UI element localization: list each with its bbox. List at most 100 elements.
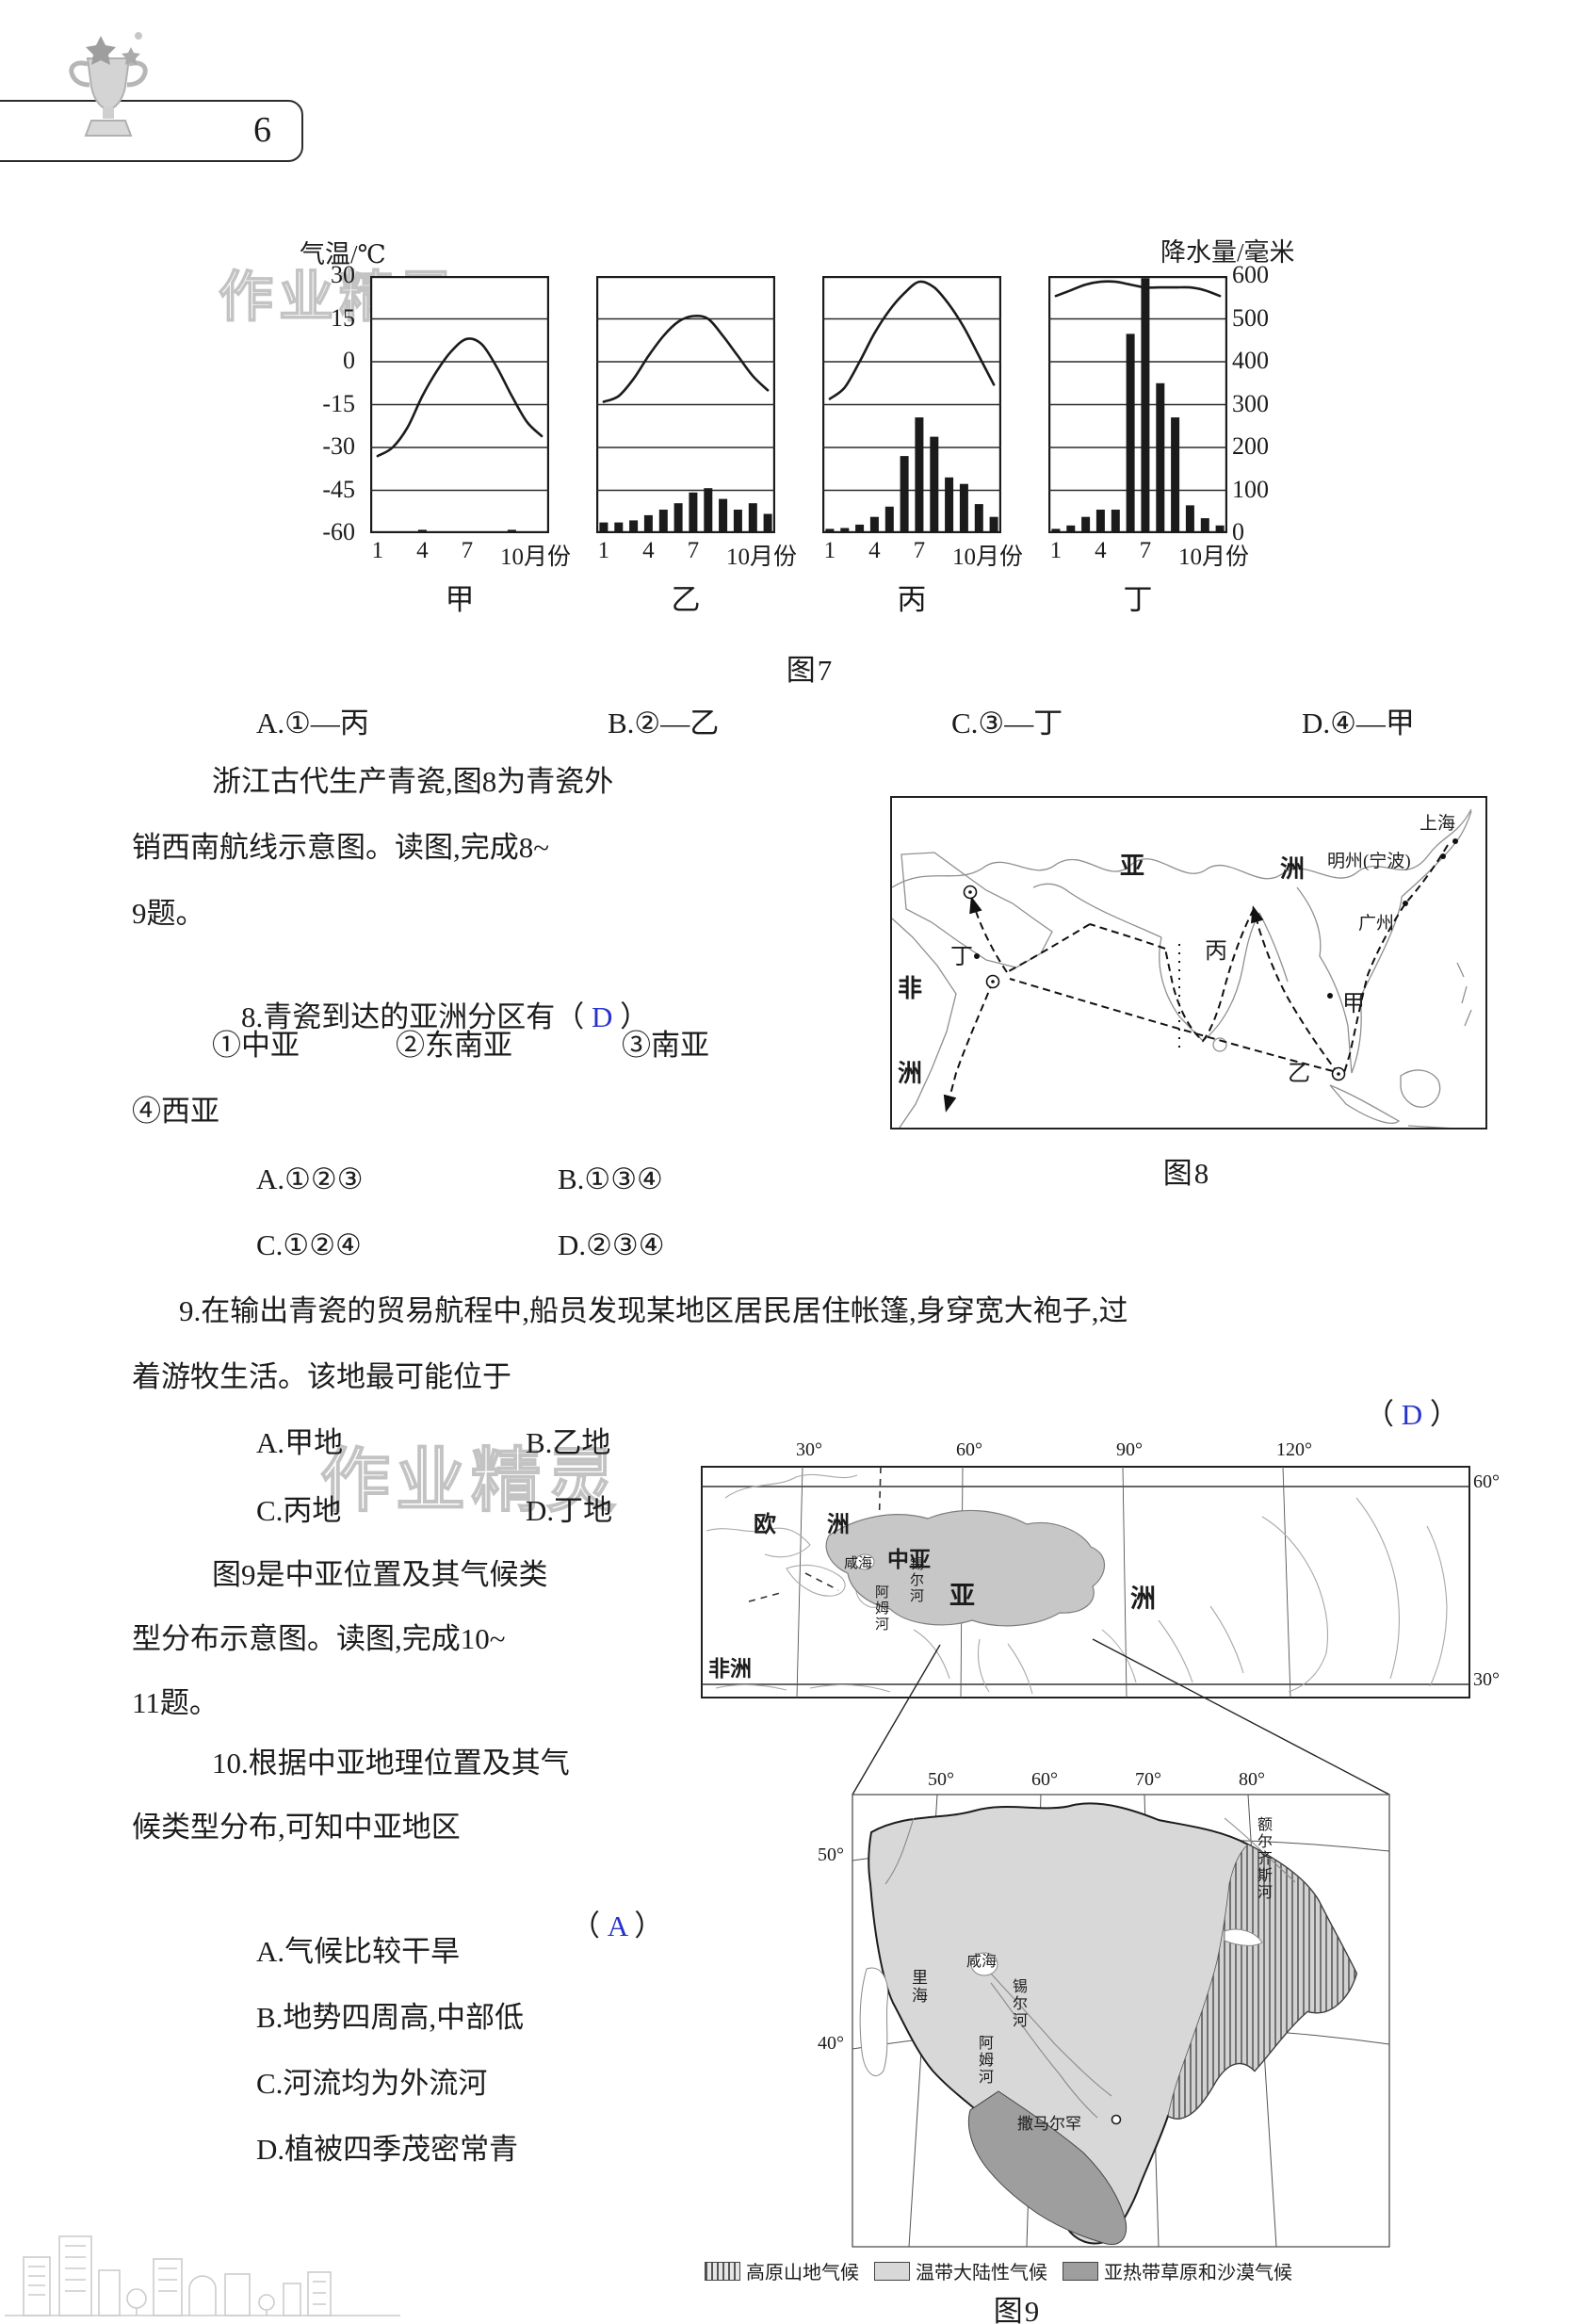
q8-sub4: ④西亚: [132, 1095, 219, 1128]
passage8-line3: 9题。: [132, 897, 205, 930]
q7-option-d: D.④—甲: [1302, 707, 1415, 739]
q10-answer: A: [607, 1910, 627, 1942]
legend-label-continental: 温带大陆性气候: [916, 2263, 1047, 2283]
precip-tick: 300: [1232, 389, 1269, 417]
temp-tick: 0: [343, 347, 355, 374]
q8-choice-c: C.①②④: [256, 1228, 362, 1261]
month-tick-last: 10月份: [1178, 544, 1250, 570]
fig9-top-tick-120: 120°: [1276, 1439, 1312, 1460]
fig9-low-lat-50: 50°: [818, 1845, 844, 1865]
label-site-jia: 甲: [1342, 992, 1365, 1016]
q9-choice-d: D.丁地: [526, 1494, 613, 1527]
paren-open: （: [555, 1000, 592, 1033]
label-africa-1: 非: [898, 975, 923, 1002]
label-asia-1: 亚: [1120, 853, 1145, 880]
climate-chart-丁: 1 4 7 10月份丁: [1047, 275, 1249, 616]
fig9-label-irtysh: 额尔齐斯河: [1255, 1816, 1271, 1901]
q8-choice-a: A.①②③: [256, 1162, 364, 1195]
month-tick: 7: [913, 538, 926, 563]
fig9-lat-30: 30°: [1473, 1669, 1500, 1690]
figure8-map: 亚 洲 非 洲 上海 明州(宁波) 广州 丁 丙 甲 乙: [890, 796, 1487, 1130]
month-tick-last: 10月份: [726, 544, 798, 570]
q9-line1: 9.在输出青瓷的贸易航程中,船员发现某地区居民居住帐篷,身穿宽大袍子,过: [179, 1294, 1128, 1327]
passage9-line1: 图9是中亚位置及其气候类: [212, 1558, 548, 1591]
label-site-bing: 丙: [1205, 939, 1227, 964]
passage8-line2: 销西南航线示意图。读图,完成8~: [132, 831, 550, 864]
fig9-top-tick-60: 60°: [956, 1439, 982, 1460]
fig9-label-amu: 阿姆河: [976, 2035, 992, 2086]
q7-option-c: C.③—丁: [951, 707, 1063, 739]
fig9-top-tick-90: 90°: [1116, 1439, 1143, 1460]
passage8-line1: 浙江古代生产青瓷,图8为青瓷外: [212, 765, 614, 798]
month-tick: 1: [371, 538, 384, 563]
q8-sub1: ①中亚: [212, 1029, 300, 1062]
precip-tick: 500: [1232, 303, 1269, 332]
temp-tick: 30: [331, 261, 355, 288]
precip-tick: 400: [1232, 347, 1269, 374]
q9-choice-b: B.乙地: [526, 1426, 611, 1459]
page-number: 6: [253, 110, 271, 150]
q8-choice-d: D.②③④: [558, 1228, 665, 1261]
figure9-caption: 图9: [993, 2295, 1042, 2324]
label-shanghai: 上海: [1420, 814, 1456, 834]
chart-caption: 甲: [445, 583, 475, 616]
legend-label-subtropical: 亚热带草原和沙漠气候: [1104, 2263, 1292, 2283]
q8-sub2: ②东南亚: [396, 1029, 512, 1062]
fig9-label-africa: 非洲: [708, 1657, 752, 1681]
paren-close: ）: [626, 1910, 664, 1942]
paren-open: （: [1365, 1398, 1402, 1431]
fig9-low-tick-80: 80°: [1239, 1769, 1265, 1790]
q9-choice-a: A.甲地: [256, 1426, 344, 1459]
precip-axis-ticks: 600 500 400 300 200 100 0: [1226, 261, 1311, 545]
q8-answer: D: [592, 1000, 613, 1033]
month-tick: 4: [642, 538, 655, 563]
month-tick: 4: [1095, 538, 1107, 563]
climate-chart-svg: [369, 275, 550, 534]
legend-swatch-mountain: [705, 2261, 740, 2281]
figure7-caption: 图7: [786, 654, 835, 687]
fig9-label-syr: 锡尔河: [1010, 1978, 1026, 2029]
month-tick: 4: [416, 538, 429, 563]
fig9-upper-amu: 阿姆河: [873, 1585, 888, 1633]
q9-line2: 着游牧生活。该地最可能位于: [132, 1360, 511, 1393]
q7-option-a: A.①—丙: [256, 707, 369, 739]
month-tick: 1: [597, 538, 610, 563]
q10-choice-a: A.气候比较干旱: [256, 1935, 461, 1968]
month-tick: 1: [1049, 538, 1063, 563]
month-tick: 7: [687, 538, 700, 563]
watermark-2: 作业精灵: [319, 1440, 622, 1520]
label-site-ding: 丁: [950, 945, 973, 969]
fig9-label-aral: 咸海: [966, 1954, 998, 1970]
fig9-label-europe-2: 洲: [827, 1513, 850, 1537]
temp-tick: -60: [322, 518, 355, 545]
q8-sub3: ③南亚: [622, 1029, 709, 1062]
climate-chart-丙: 1 4 7 10月份丙: [821, 275, 1023, 616]
q8-choice-b: B.①③④: [558, 1162, 663, 1195]
figure8-map-svg: [891, 808, 1472, 1130]
precip-tick: 0: [1232, 518, 1244, 545]
fig9-low-tick-50: 50°: [928, 1769, 954, 1790]
fig9-lat-60: 60°: [1473, 1471, 1500, 1492]
q9-answer-paren: （ D ）: [1336, 1358, 1459, 1471]
paren-close: ）: [612, 1000, 650, 1033]
climate-chart-svg: [1047, 275, 1228, 534]
label-site-yi: 乙: [1288, 1062, 1310, 1086]
figure9-legend: 高原山地气候 温带大陆性气候 亚热带草原和沙漠气候: [705, 2257, 1292, 2284]
climate-chart-svg: [821, 275, 1002, 534]
temp-tick: -30: [322, 432, 355, 460]
q8-stem: 8.青瓷到达的亚洲分区有（ D ）: [212, 961, 649, 1074]
month-tick-last: 10月份: [952, 544, 1024, 570]
fig9-top-tick-30: 30°: [796, 1439, 822, 1460]
q9-answer: D: [1401, 1398, 1423, 1431]
month-tick: 7: [461, 538, 474, 563]
passage9-line3: 11题。: [132, 1686, 219, 1719]
temp-axis-title: 气温/℃: [300, 240, 386, 268]
page-number-badge: 6: [0, 100, 303, 162]
fig9-upper-aral: 咸海: [844, 1556, 873, 1571]
legend-item-subtropical: 亚热带草原和沙漠气候: [1063, 2257, 1292, 2284]
month-axis: 1 4 7 10月份: [596, 538, 797, 570]
label-asia-2: 洲: [1280, 855, 1306, 883]
label-africa-2: 洲: [898, 1060, 923, 1087]
q10-choice-b: B.地势四周高,中部低: [256, 2001, 525, 2034]
